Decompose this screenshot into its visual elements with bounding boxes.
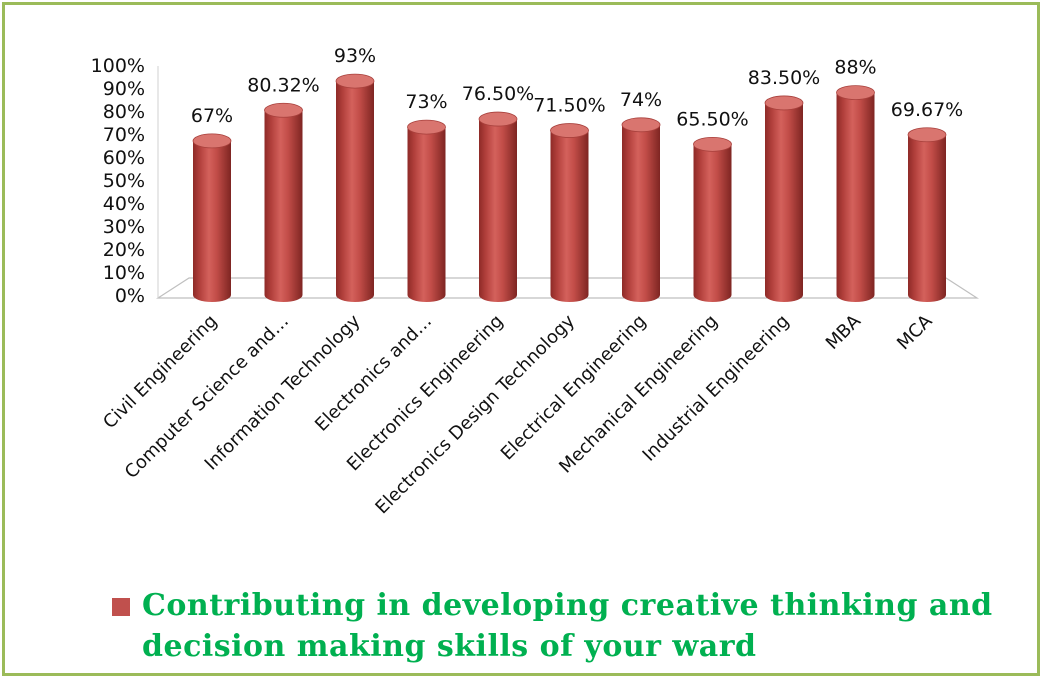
bar-top bbox=[907, 127, 947, 143]
data-label: 83.50% bbox=[748, 67, 820, 89]
bar-top bbox=[335, 73, 375, 89]
y-tick-label: 60% bbox=[103, 147, 145, 169]
y-tick-label: 30% bbox=[103, 216, 145, 238]
bar bbox=[192, 133, 232, 302]
y-tick-label: 90% bbox=[103, 78, 145, 100]
bar-body bbox=[193, 140, 231, 302]
bar-body bbox=[479, 119, 517, 302]
data-label: 69.67% bbox=[891, 99, 963, 121]
y-tick-label: 70% bbox=[103, 124, 145, 146]
bar bbox=[335, 73, 375, 302]
bar-top bbox=[478, 111, 518, 127]
bar-body bbox=[550, 130, 589, 303]
data-label: 65.50% bbox=[676, 108, 748, 130]
y-tick-label: 0% bbox=[115, 285, 145, 307]
data-label: 80.32% bbox=[247, 74, 319, 96]
bar-top bbox=[836, 85, 875, 100]
bar bbox=[407, 119, 446, 303]
y-tick-label: 40% bbox=[103, 193, 145, 215]
legend-swatch bbox=[112, 598, 130, 616]
bar-body bbox=[336, 81, 374, 302]
bar-body bbox=[622, 124, 660, 302]
bar-body bbox=[908, 134, 946, 302]
data-labels: 67% 80.32% 93% 73% 76.50%71.50% 74% 65.50%83.5… bbox=[191, 45, 963, 130]
bar bbox=[264, 102, 303, 303]
data-label: 71.50% bbox=[533, 95, 605, 117]
data-label: 76.50% bbox=[462, 83, 534, 105]
bar-top bbox=[192, 133, 232, 149]
x-tick-label: MCA bbox=[893, 310, 937, 354]
bar-body bbox=[765, 102, 803, 302]
bar-top bbox=[693, 136, 732, 152]
y-tick-label: 50% bbox=[103, 170, 145, 192]
data-label: 74% bbox=[620, 89, 662, 111]
bar bbox=[836, 85, 875, 303]
bar bbox=[550, 123, 589, 303]
bar-top bbox=[621, 117, 661, 133]
y-tick-label: 100% bbox=[91, 55, 145, 77]
x-tick-label: Industrial Engineering bbox=[639, 311, 794, 466]
bar-body bbox=[264, 110, 303, 303]
legend-label: Contributing in developing creative thin… bbox=[142, 588, 993, 664]
y-tick-label: 10% bbox=[103, 262, 145, 284]
x-tick-label: MBA bbox=[822, 310, 866, 354]
bar bbox=[621, 117, 661, 302]
bar bbox=[907, 127, 947, 302]
bar-body bbox=[407, 127, 446, 303]
bar-top bbox=[550, 123, 589, 138]
y-tick-label: 80% bbox=[103, 101, 145, 123]
y-tick-label: 20% bbox=[103, 239, 145, 261]
bar-body bbox=[693, 144, 732, 303]
y-axis: 0%10%20%30%40%50%60%70%80%90%100% bbox=[91, 55, 159, 307]
data-label: 67% bbox=[191, 105, 233, 127]
data-label: 73% bbox=[405, 91, 447, 113]
data-label: 88% bbox=[834, 57, 876, 79]
bar-top bbox=[407, 119, 446, 135]
bar-top bbox=[764, 95, 804, 111]
bar bbox=[764, 95, 804, 302]
bar-series bbox=[192, 73, 947, 303]
bar bbox=[693, 136, 732, 303]
bar-top bbox=[264, 102, 303, 118]
data-label: 93% bbox=[334, 45, 376, 67]
bar bbox=[478, 111, 518, 302]
bar-body bbox=[836, 92, 875, 303]
x-tick-label: Electrical Engineering bbox=[497, 311, 651, 465]
